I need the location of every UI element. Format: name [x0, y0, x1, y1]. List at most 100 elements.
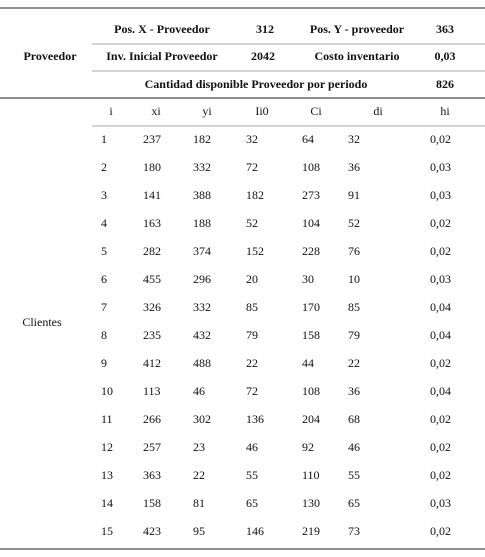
cell: 158 — [143, 496, 161, 510]
cell: 12 — [101, 440, 113, 454]
cell: 182 — [246, 188, 264, 202]
cell: 85 — [246, 300, 258, 314]
cell: 5 — [101, 244, 107, 258]
cell: 302 — [193, 412, 211, 426]
cell: 10 — [101, 384, 113, 398]
column-header: di — [373, 104, 383, 118]
cell: 0,02 — [430, 356, 451, 370]
cell: 104 — [302, 216, 320, 230]
cell: 826 — [436, 77, 454, 91]
cell: 0,02 — [430, 412, 451, 426]
cell: 0,04 — [430, 328, 451, 342]
cell: 332 — [193, 160, 211, 174]
column-header: hi — [440, 104, 450, 118]
cell: 423 — [143, 524, 161, 538]
cell: 65 — [246, 496, 258, 510]
cell: 257 — [143, 440, 161, 454]
cell: 11 — [101, 412, 113, 426]
cell: 72 — [246, 384, 258, 398]
column-header: i — [109, 104, 113, 118]
cell: 32 — [348, 132, 360, 146]
cell: 20 — [246, 272, 258, 286]
section-label: Clientes — [22, 315, 62, 329]
cell: 108 — [302, 384, 320, 398]
cell: 0,02 — [430, 468, 451, 482]
cell: 2 — [101, 160, 107, 174]
cell: 79 — [348, 328, 360, 342]
cell: 296 — [193, 272, 211, 286]
cell: 235 — [143, 328, 161, 342]
cell: 332 — [193, 300, 211, 314]
cell: Cantidad disponible Proveedor por period… — [145, 77, 368, 91]
cell: 55 — [246, 468, 258, 482]
cell: 152 — [246, 244, 264, 258]
cell: 204 — [302, 412, 320, 426]
cell: 72 — [246, 160, 258, 174]
cell: 6 — [101, 272, 107, 286]
cell: 13 — [101, 468, 113, 482]
cell: 46 — [246, 440, 258, 454]
cell: 85 — [348, 300, 360, 314]
column-header: xi — [151, 104, 161, 118]
cell: 432 — [193, 328, 211, 342]
cell: 23 — [193, 440, 205, 454]
cell: 0,02 — [430, 524, 451, 538]
cell: 76 — [348, 244, 360, 258]
cell: 73 — [348, 524, 360, 538]
cell: 170 — [302, 300, 320, 314]
cell: 273 — [302, 188, 320, 202]
column-header: Ci — [310, 104, 322, 118]
cell: 10 — [348, 272, 360, 286]
cell: 388 — [193, 188, 211, 202]
column-header: yi — [202, 104, 212, 118]
cell: 374 — [193, 244, 211, 258]
cell: 0,04 — [430, 384, 451, 398]
cell: 95 — [193, 524, 205, 538]
cell: 266 — [143, 412, 161, 426]
cell: 44 — [302, 356, 314, 370]
cell: 110 — [302, 468, 320, 482]
cell: 0,04 — [430, 300, 451, 314]
cell: Pos. X - Proveedor — [114, 22, 210, 36]
cell: 363 — [436, 22, 454, 36]
cell: Costo inventario — [315, 49, 400, 63]
cell: 22 — [246, 356, 258, 370]
cell: 52 — [348, 216, 360, 230]
cell: 46 — [348, 440, 360, 454]
cell: 488 — [193, 356, 211, 370]
cell: 282 — [143, 244, 161, 258]
cell: 219 — [302, 524, 320, 538]
cell: 15 — [101, 524, 113, 538]
cell: 7 — [101, 300, 107, 314]
cell: 0,03 — [430, 188, 451, 202]
section-label: Proveedor — [23, 49, 77, 63]
cell: 65 — [348, 496, 360, 510]
cell: 1 — [101, 132, 107, 146]
cell: 0,02 — [430, 216, 451, 230]
cell: 182 — [193, 132, 211, 146]
cell: 326 — [143, 300, 161, 314]
cell: 36 — [348, 384, 360, 398]
cell: 91 — [348, 188, 360, 202]
cell: 22 — [193, 468, 205, 482]
cell: 312 — [256, 22, 274, 36]
cell: 113 — [143, 384, 161, 398]
cell: 68 — [348, 412, 360, 426]
cell: 22 — [348, 356, 360, 370]
cell: 130 — [302, 496, 320, 510]
cell: 3 — [101, 188, 107, 202]
cell: 108 — [302, 160, 320, 174]
cell: 0,02 — [430, 440, 451, 454]
cell: 64 — [302, 132, 314, 146]
cell: 0,03 — [435, 49, 456, 63]
cell: 0,03 — [430, 496, 451, 510]
cell: 363 — [143, 468, 161, 482]
cell: 0,02 — [430, 244, 451, 258]
cell: 163 — [143, 216, 161, 230]
cell: 455 — [143, 272, 161, 286]
cell: 46 — [193, 384, 205, 398]
cell: 180 — [143, 160, 161, 174]
cell: 14 — [101, 496, 113, 510]
cell: 52 — [246, 216, 258, 230]
